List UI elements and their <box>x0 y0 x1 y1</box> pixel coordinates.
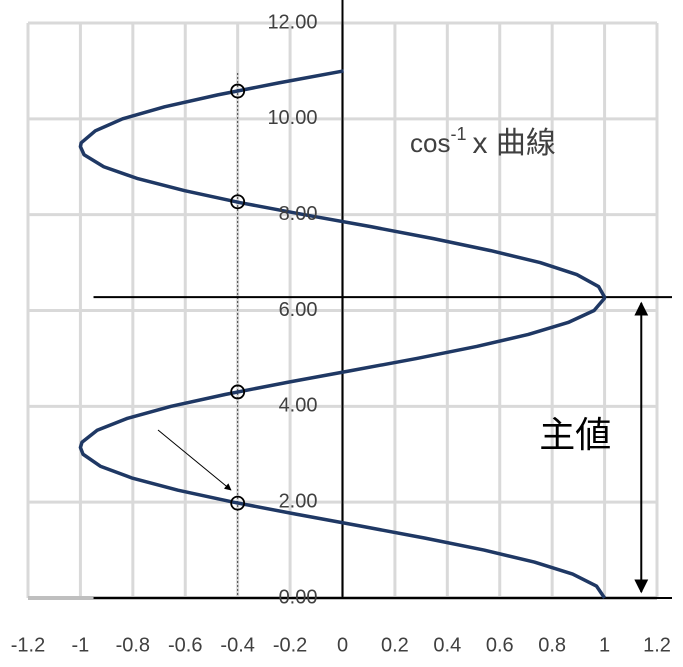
marker <box>230 495 246 511</box>
x-tick-label: 0.8 <box>538 634 566 656</box>
marker <box>230 194 246 210</box>
annotation-sup: -1 <box>450 124 466 144</box>
x-tick-label: 1 <box>599 634 610 656</box>
span-label: 主値 <box>539 414 611 455</box>
annotation-text: cos <box>410 128 450 158</box>
plot <box>78 0 672 599</box>
pointer-arrow <box>157 429 232 491</box>
x-tick-label: -0.8 <box>116 634 150 656</box>
marker <box>230 83 246 99</box>
x-tick-label: 0 <box>337 634 348 656</box>
x-tick-label: 0.4 <box>433 634 461 656</box>
marker <box>230 384 246 400</box>
y-tick-label: 12.00 <box>267 11 317 33</box>
x-tick-label: -1 <box>72 634 90 656</box>
curve-annotation: cos-1 x 曲線 <box>410 124 556 160</box>
y-tick-label: 8.00 <box>279 203 318 225</box>
y-tick-label: 10.00 <box>267 107 317 129</box>
x-tick-label: -0.4 <box>220 634 254 656</box>
x-tick-label: 0.2 <box>381 634 409 656</box>
y-tick-label: 4.00 <box>279 395 318 417</box>
y-tick-label: 0.00 <box>279 586 318 608</box>
x-tick-label: -0.6 <box>168 634 202 656</box>
x-tick-label: 1.2 <box>643 634 671 656</box>
y-tick-label: 6.00 <box>279 299 318 321</box>
y-tick-label: 2.00 <box>279 490 318 512</box>
x-tick-label: -0.2 <box>273 634 307 656</box>
x-tick-label: -1.2 <box>11 634 45 656</box>
x-tick-label: 0.6 <box>486 634 514 656</box>
annotation-rest: x 曲線 <box>472 127 555 160</box>
